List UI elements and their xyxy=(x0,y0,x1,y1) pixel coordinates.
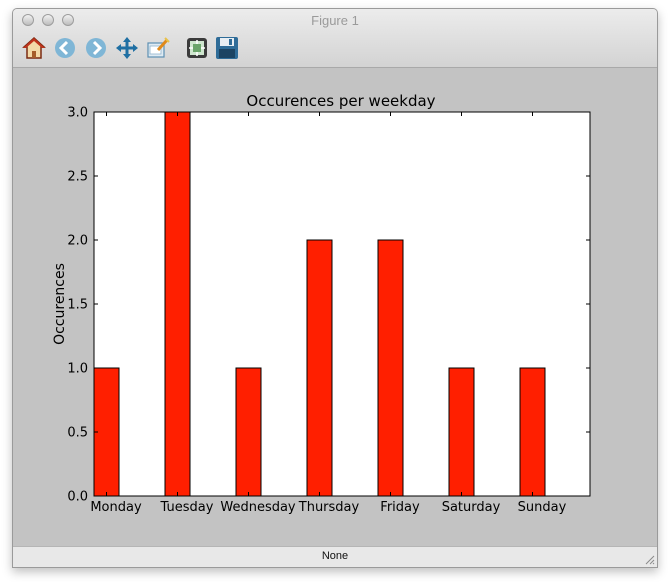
x-tick-label: Saturday xyxy=(442,500,501,515)
x-tick-label: Wednesday xyxy=(220,500,296,515)
window-title: Figure 1 xyxy=(311,13,359,28)
pan-icon xyxy=(116,37,138,59)
configure-subplots-icon xyxy=(187,38,207,58)
back-arrow-icon xyxy=(55,38,75,58)
x-tick-label: Monday xyxy=(90,500,142,515)
y-tick-label: 1.0 xyxy=(67,362,88,377)
zoom-window-button[interactable] xyxy=(62,14,74,26)
zoom-button[interactable] xyxy=(146,36,170,60)
save-icon xyxy=(216,37,238,59)
bar-tuesday xyxy=(164,111,191,497)
chart-title: Occurences per weekday xyxy=(246,92,435,110)
y-tick-label: 3.0 xyxy=(67,106,88,121)
bar-saturday xyxy=(448,367,475,497)
resize-grip-icon[interactable] xyxy=(643,553,655,565)
home-button[interactable] xyxy=(22,36,46,60)
y-tick-label: 2.0 xyxy=(67,234,88,249)
bar-friday xyxy=(377,239,404,497)
x-tick-label: Tuesday xyxy=(160,500,214,515)
y-tick-label: 0.0 xyxy=(67,490,88,505)
y-axis-label: Occurences xyxy=(52,263,68,345)
title-bar: Figure 1 xyxy=(13,9,657,68)
x-tick-label: Thursday xyxy=(298,500,360,515)
bar-wednesday xyxy=(235,367,262,497)
minimize-window-button[interactable] xyxy=(42,14,54,26)
y-tick-label: 2.5 xyxy=(67,170,88,185)
home-icon xyxy=(22,36,46,59)
y-tick-label: 0.5 xyxy=(67,426,88,441)
forward-arrow-icon xyxy=(86,38,106,58)
status-text: None xyxy=(321,550,349,562)
back-button[interactable] xyxy=(53,36,77,60)
y-tick-label: 1.5 xyxy=(67,298,88,313)
forward-button[interactable] xyxy=(84,36,108,60)
save-button[interactable] xyxy=(215,36,239,60)
pan-button[interactable] xyxy=(115,36,139,60)
zoom-icon xyxy=(147,37,170,58)
status-bar: None xyxy=(13,546,657,567)
configure-subplots-button[interactable] xyxy=(185,36,209,60)
bar-thursday xyxy=(306,239,333,497)
x-tick-label: Friday xyxy=(380,500,420,515)
axes-frame xyxy=(93,111,591,497)
close-window-button[interactable] xyxy=(22,14,34,26)
x-tick-label: Sunday xyxy=(518,500,567,515)
bar-sunday xyxy=(519,367,546,497)
